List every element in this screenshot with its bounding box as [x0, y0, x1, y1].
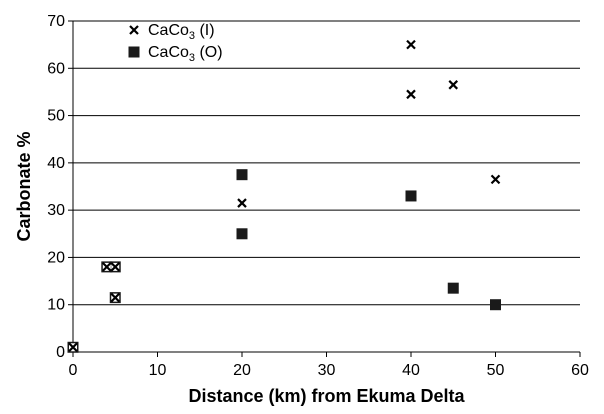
legend-label-base: CaCo: [148, 22, 189, 39]
data-point-x: [237, 198, 247, 208]
gridlines: [73, 20, 580, 306]
data-point-x: [448, 80, 459, 90]
data-point-square: [405, 190, 417, 202]
x-tick-label: 30: [318, 362, 336, 379]
data-point-x: [110, 262, 121, 272]
legend-square-icon: [128, 46, 140, 58]
legend: CaCo3 (I)CaCo3 (O): [128, 22, 223, 64]
data-point-square: [236, 228, 248, 240]
data-point-x: [110, 292, 121, 303]
y-tick-label: 10: [47, 297, 65, 314]
legend-label-suffix: (O): [195, 44, 223, 61]
x-tick-label: 20: [233, 362, 251, 379]
y-tick-label: 40: [47, 155, 65, 172]
data-point-square: [236, 169, 248, 181]
x-tick-label: 60: [571, 362, 589, 379]
legend-label-suffix: (I): [195, 22, 215, 39]
data-point-x: [406, 39, 416, 50]
y-tick-label: 30: [47, 202, 65, 219]
data-points: [67, 39, 501, 353]
data-point-x: [102, 262, 112, 272]
x-tick-label: 10: [149, 362, 167, 379]
data-point-square: [447, 282, 459, 294]
y-tick-label: 50: [47, 108, 65, 125]
legend-label-subscript: 3: [189, 30, 195, 42]
data-point-x: [68, 342, 78, 353]
data-point-square: [490, 299, 501, 311]
data-point-x: [490, 174, 501, 185]
y-tick-label: 60: [47, 60, 65, 77]
legend-label-base: CaCo: [148, 44, 189, 61]
y-tick-label: 70: [47, 13, 65, 30]
legend-x-icon: [129, 25, 139, 35]
data-point-x: [406, 89, 416, 100]
legend-label-subscript: 3: [189, 52, 195, 64]
legend-label: CaCo3 (I): [148, 22, 215, 42]
y-tick-label: 20: [47, 249, 65, 266]
legend-label: CaCo3 (O): [148, 44, 223, 64]
x-axis-title: Distance (km) from Ekuma Delta: [188, 386, 465, 406]
x-tick-label: 50: [487, 362, 505, 379]
axes: [72, 21, 580, 353]
x-tick-label: 40: [402, 362, 420, 379]
x-tick-label: 0: [69, 362, 78, 379]
tick-labels: 0 10 20 30 40 50 60 70 0 10 20 30 40 50 60: [47, 13, 589, 379]
y-axis-title: Carbonate %: [14, 131, 34, 241]
y-tick-label: 0: [56, 344, 65, 361]
